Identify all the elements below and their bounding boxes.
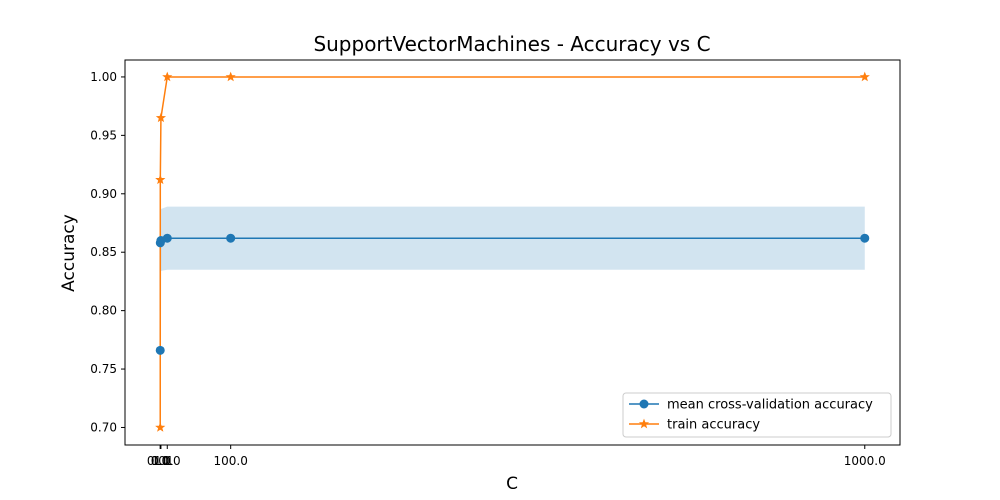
series-1-point-3 — [162, 71, 173, 82]
y-axis-ticks: 0.70 0.75 0.80 0.85 0.90 0.95 1.00 — [90, 70, 125, 434]
series-1-point-5 — [859, 71, 870, 82]
x-axis-ticks: 0.010.11.010.0 100.0 1000.0 — [147, 445, 886, 468]
legend: mean cross-validation accuracy train accu… — [622, 392, 892, 438]
y-tick-label-1: 0.75 — [90, 362, 117, 376]
y-tick-label-6: 1.00 — [90, 70, 117, 84]
y-axis-label: Accuracy — [59, 214, 79, 292]
x-tick-label-5: 1000.0 — [844, 454, 886, 468]
legend-marker-0 — [639, 399, 649, 409]
x-axis-label: C — [506, 474, 518, 494]
legend-marker-1 — [638, 418, 650, 429]
legend-box — [622, 392, 892, 438]
series-1-point-2 — [155, 112, 167, 123]
legend-label-1: train accuracy — [667, 418, 760, 433]
y-tick-label-0: 0.70 — [90, 420, 117, 434]
legend-label-0: mean cross-validation accuracy — [667, 398, 873, 413]
series-1-point-4 — [225, 71, 236, 82]
y-tick-label-4: 0.90 — [90, 187, 117, 201]
y-tick-label-3: 0.85 — [90, 245, 117, 259]
x-tick-label-2: 1.0 — [151, 454, 170, 468]
x-tick-label-0: 0.01 — [147, 454, 174, 468]
confidence-band-0 — [160, 206, 865, 379]
chart-title: SupportVectorMachines - Accuracy vs C — [313, 32, 710, 56]
y-tick-label-2: 0.80 — [90, 304, 117, 318]
series-0-point-4 — [226, 233, 236, 243]
series-0-point-3 — [162, 233, 172, 243]
series-markers-layer — [155, 71, 870, 432]
x-tick-label-1: 0.1 — [151, 454, 170, 468]
series-1-point-1 — [155, 174, 166, 185]
confidence-band-layer — [160, 206, 865, 379]
x-tick-label-3: 10.0 — [154, 454, 181, 468]
series-0-point-0 — [155, 345, 165, 355]
series-line-1 — [159, 76, 865, 428]
y-tick-label-5: 0.95 — [90, 128, 117, 142]
plot-area — [124, 59, 901, 446]
series-1-point-0 — [155, 422, 166, 432]
series-0-point-5 — [860, 233, 870, 243]
x-tick-label-4: 100.0 — [214, 454, 248, 468]
